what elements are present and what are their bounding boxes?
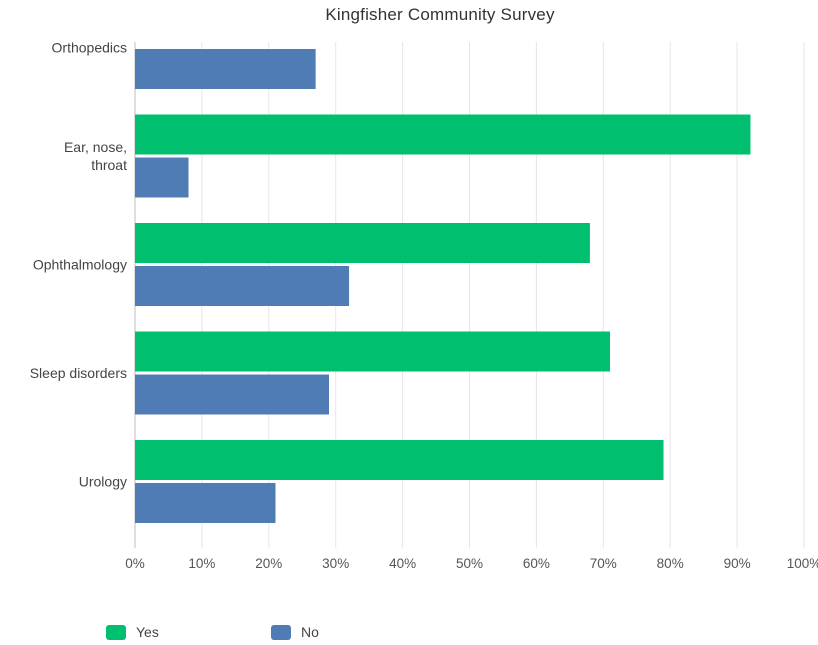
category-label: Ophthalmology xyxy=(33,257,127,273)
x-tick-label: 40% xyxy=(389,556,416,571)
category-labels: Orthopedics Ear, nose, throat Ophthalmology… xyxy=(30,40,127,490)
legend-label-no: No xyxy=(301,624,319,640)
x-tick-label: 70% xyxy=(590,556,617,571)
legend-item-yes[interactable]: Yes xyxy=(106,624,271,640)
legend-label-yes: Yes xyxy=(136,624,159,640)
x-tick-label: 50% xyxy=(456,556,483,571)
bar-yes-1[interactable] xyxy=(135,114,751,155)
bar-no-1[interactable] xyxy=(135,157,189,198)
bar-no-4[interactable] xyxy=(135,483,276,523)
bar-no-0[interactable] xyxy=(135,49,316,89)
bar-no-3[interactable] xyxy=(135,374,330,415)
legend: Yes No xyxy=(106,624,436,640)
bars xyxy=(135,6,751,523)
bar-yes-4[interactable] xyxy=(135,440,664,480)
x-tick-label: 80% xyxy=(657,556,684,571)
category-label: Urology xyxy=(79,474,127,490)
bar-yes-2[interactable] xyxy=(135,223,590,263)
category-label: Sleep disorders xyxy=(30,365,127,381)
legend-swatch-yes xyxy=(106,624,126,640)
x-axis-ticks: 0% 10% 20% 30% 40% 50% 60% 70% 80% 90% 100% xyxy=(125,556,818,571)
chart-title: Kingfisher Community Survey xyxy=(325,5,555,24)
bar-yes-3[interactable] xyxy=(135,331,610,372)
x-tick-label: 90% xyxy=(724,556,751,571)
legend-swatch-no xyxy=(271,624,291,640)
x-tick-label: 30% xyxy=(322,556,349,571)
legend-item-no[interactable]: No xyxy=(271,624,436,640)
x-tick-label: 0% xyxy=(125,556,145,571)
category-label: Orthopedics xyxy=(52,40,127,56)
bar-yes-0[interactable] xyxy=(135,6,623,46)
x-tick-label: 60% xyxy=(523,556,550,571)
bar-no-2[interactable] xyxy=(135,266,350,306)
x-tick-label: 20% xyxy=(255,556,282,571)
x-tick-label: 10% xyxy=(188,556,215,571)
x-tick-label: 100% xyxy=(787,556,818,571)
category-label: Ear, nose, throat xyxy=(64,139,127,173)
